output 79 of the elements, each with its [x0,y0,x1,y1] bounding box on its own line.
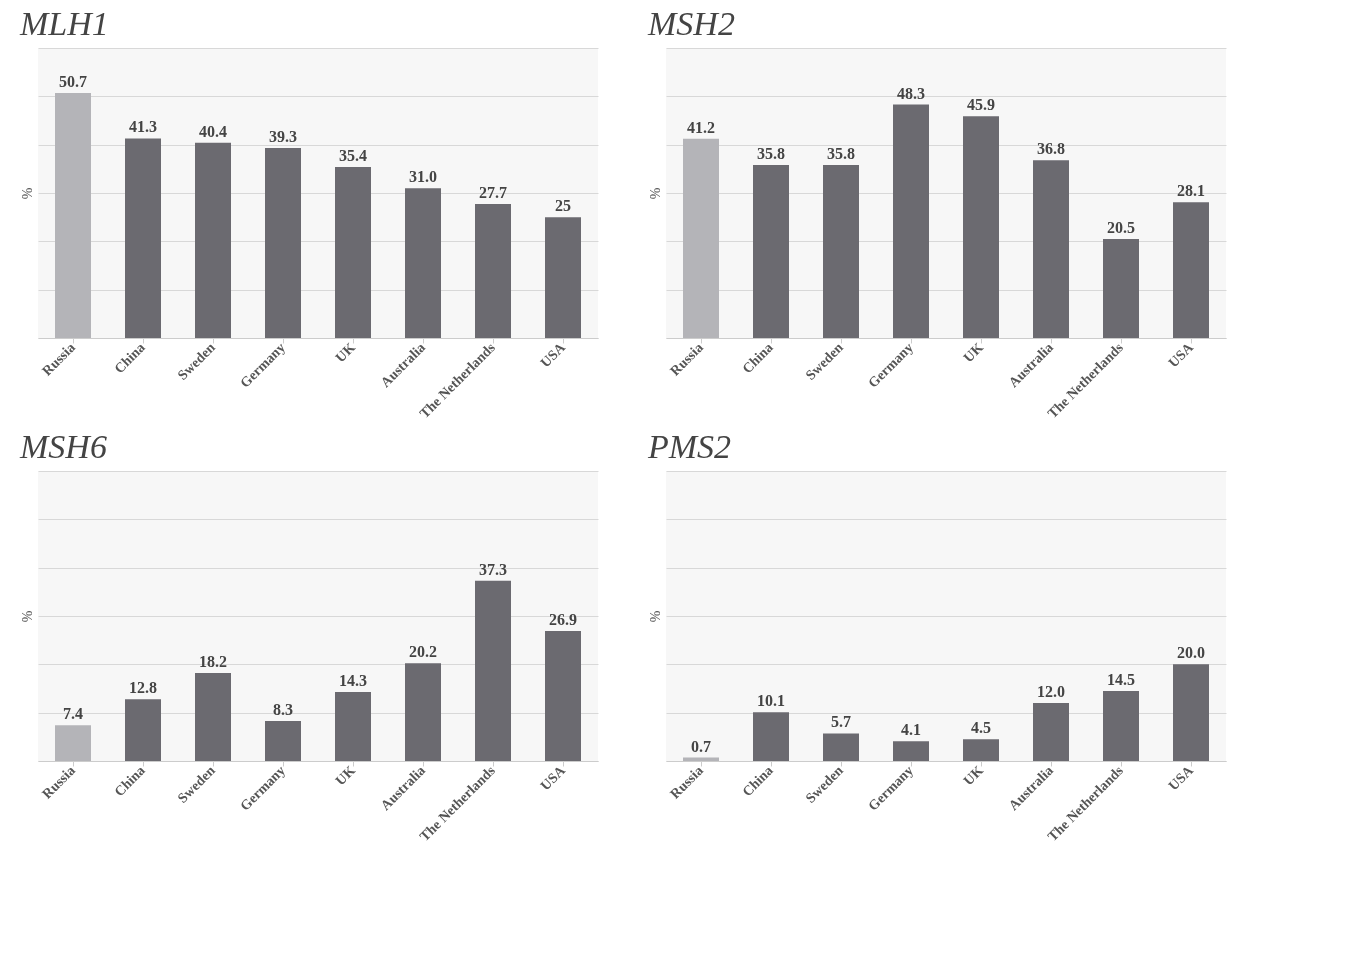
bar [1103,690,1139,761]
chart-title: PMS2 [647,428,732,465]
x-tick-label: USA [537,339,569,371]
data-label: 12.8 [129,679,157,697]
bar [475,580,511,761]
x-tick-label: UK [332,339,359,366]
data-label: 36.8 [1037,140,1065,158]
bar [405,663,441,761]
bar [475,204,511,338]
data-label: 0.7 [691,737,711,755]
bar [753,164,789,338]
data-label: 18.2 [199,653,227,671]
bar [893,104,929,338]
data-label: 10.1 [757,692,785,710]
bar [125,138,161,338]
y-axis-title: % [19,187,35,200]
x-tick-label: UK [332,762,359,789]
y-axis-title: % [19,610,35,623]
bar [1033,703,1069,761]
bar [545,630,581,761]
bar [893,741,929,761]
data-label: 41.3 [129,118,157,136]
data-label: 26.9 [549,610,577,628]
data-label: 25 [555,197,571,215]
data-label: 12.0 [1037,683,1065,700]
data-label: 35.8 [827,144,855,162]
bar [753,712,789,761]
x-tick-label: USA [1165,339,1197,371]
data-label: 5.7 [831,713,851,731]
bar [125,699,161,761]
data-label: 48.3 [897,84,925,102]
bar [1173,664,1209,761]
bar [683,138,719,338]
data-label: 41.2 [687,118,715,136]
data-label: 35.4 [339,146,367,164]
bar [265,148,301,338]
data-label: 14.3 [339,671,367,689]
bar [963,739,999,761]
data-label: 35.8 [757,144,785,162]
bar [1173,202,1209,338]
data-label: 8.3 [273,700,293,718]
data-label: 31.0 [409,168,437,186]
x-tick-label: USA [1165,762,1197,794]
bar [195,673,231,761]
x-tick-label: UK [960,339,987,366]
bar [545,217,581,338]
bar [1103,238,1139,338]
bar [823,733,859,761]
data-label: 20.2 [409,643,437,661]
y-axis-title: % [647,187,663,200]
bar [335,691,371,761]
bar [55,725,91,761]
data-label: 14.5 [1107,670,1135,688]
bar [335,166,371,338]
x-tick-label: USA [537,762,569,794]
chart-title: MSH2 [647,5,735,42]
bar [55,92,91,338]
chart-title: MLH1 [19,5,109,42]
data-label: 50.7 [59,72,87,90]
bar [963,116,999,338]
bar [195,142,231,338]
data-label: 37.3 [479,560,507,578]
data-label: 40.4 [199,122,227,140]
data-label: 39.3 [269,128,297,146]
chart-title: MSH6 [19,428,107,465]
y-axis-title: % [647,610,663,623]
bar [405,188,441,338]
bar [823,164,859,338]
bar [265,720,301,761]
data-label: 27.7 [479,184,507,202]
data-label: 28.1 [1177,182,1205,200]
data-label: 20.5 [1107,218,1135,236]
bar [1033,160,1069,338]
x-tick-label: UK [960,762,987,789]
data-label: 7.4 [63,705,83,723]
data-label: 4.5 [971,719,991,737]
data-label: 45.9 [967,96,995,114]
data-label: 4.1 [901,721,921,739]
data-label: 20.0 [1177,644,1205,662]
